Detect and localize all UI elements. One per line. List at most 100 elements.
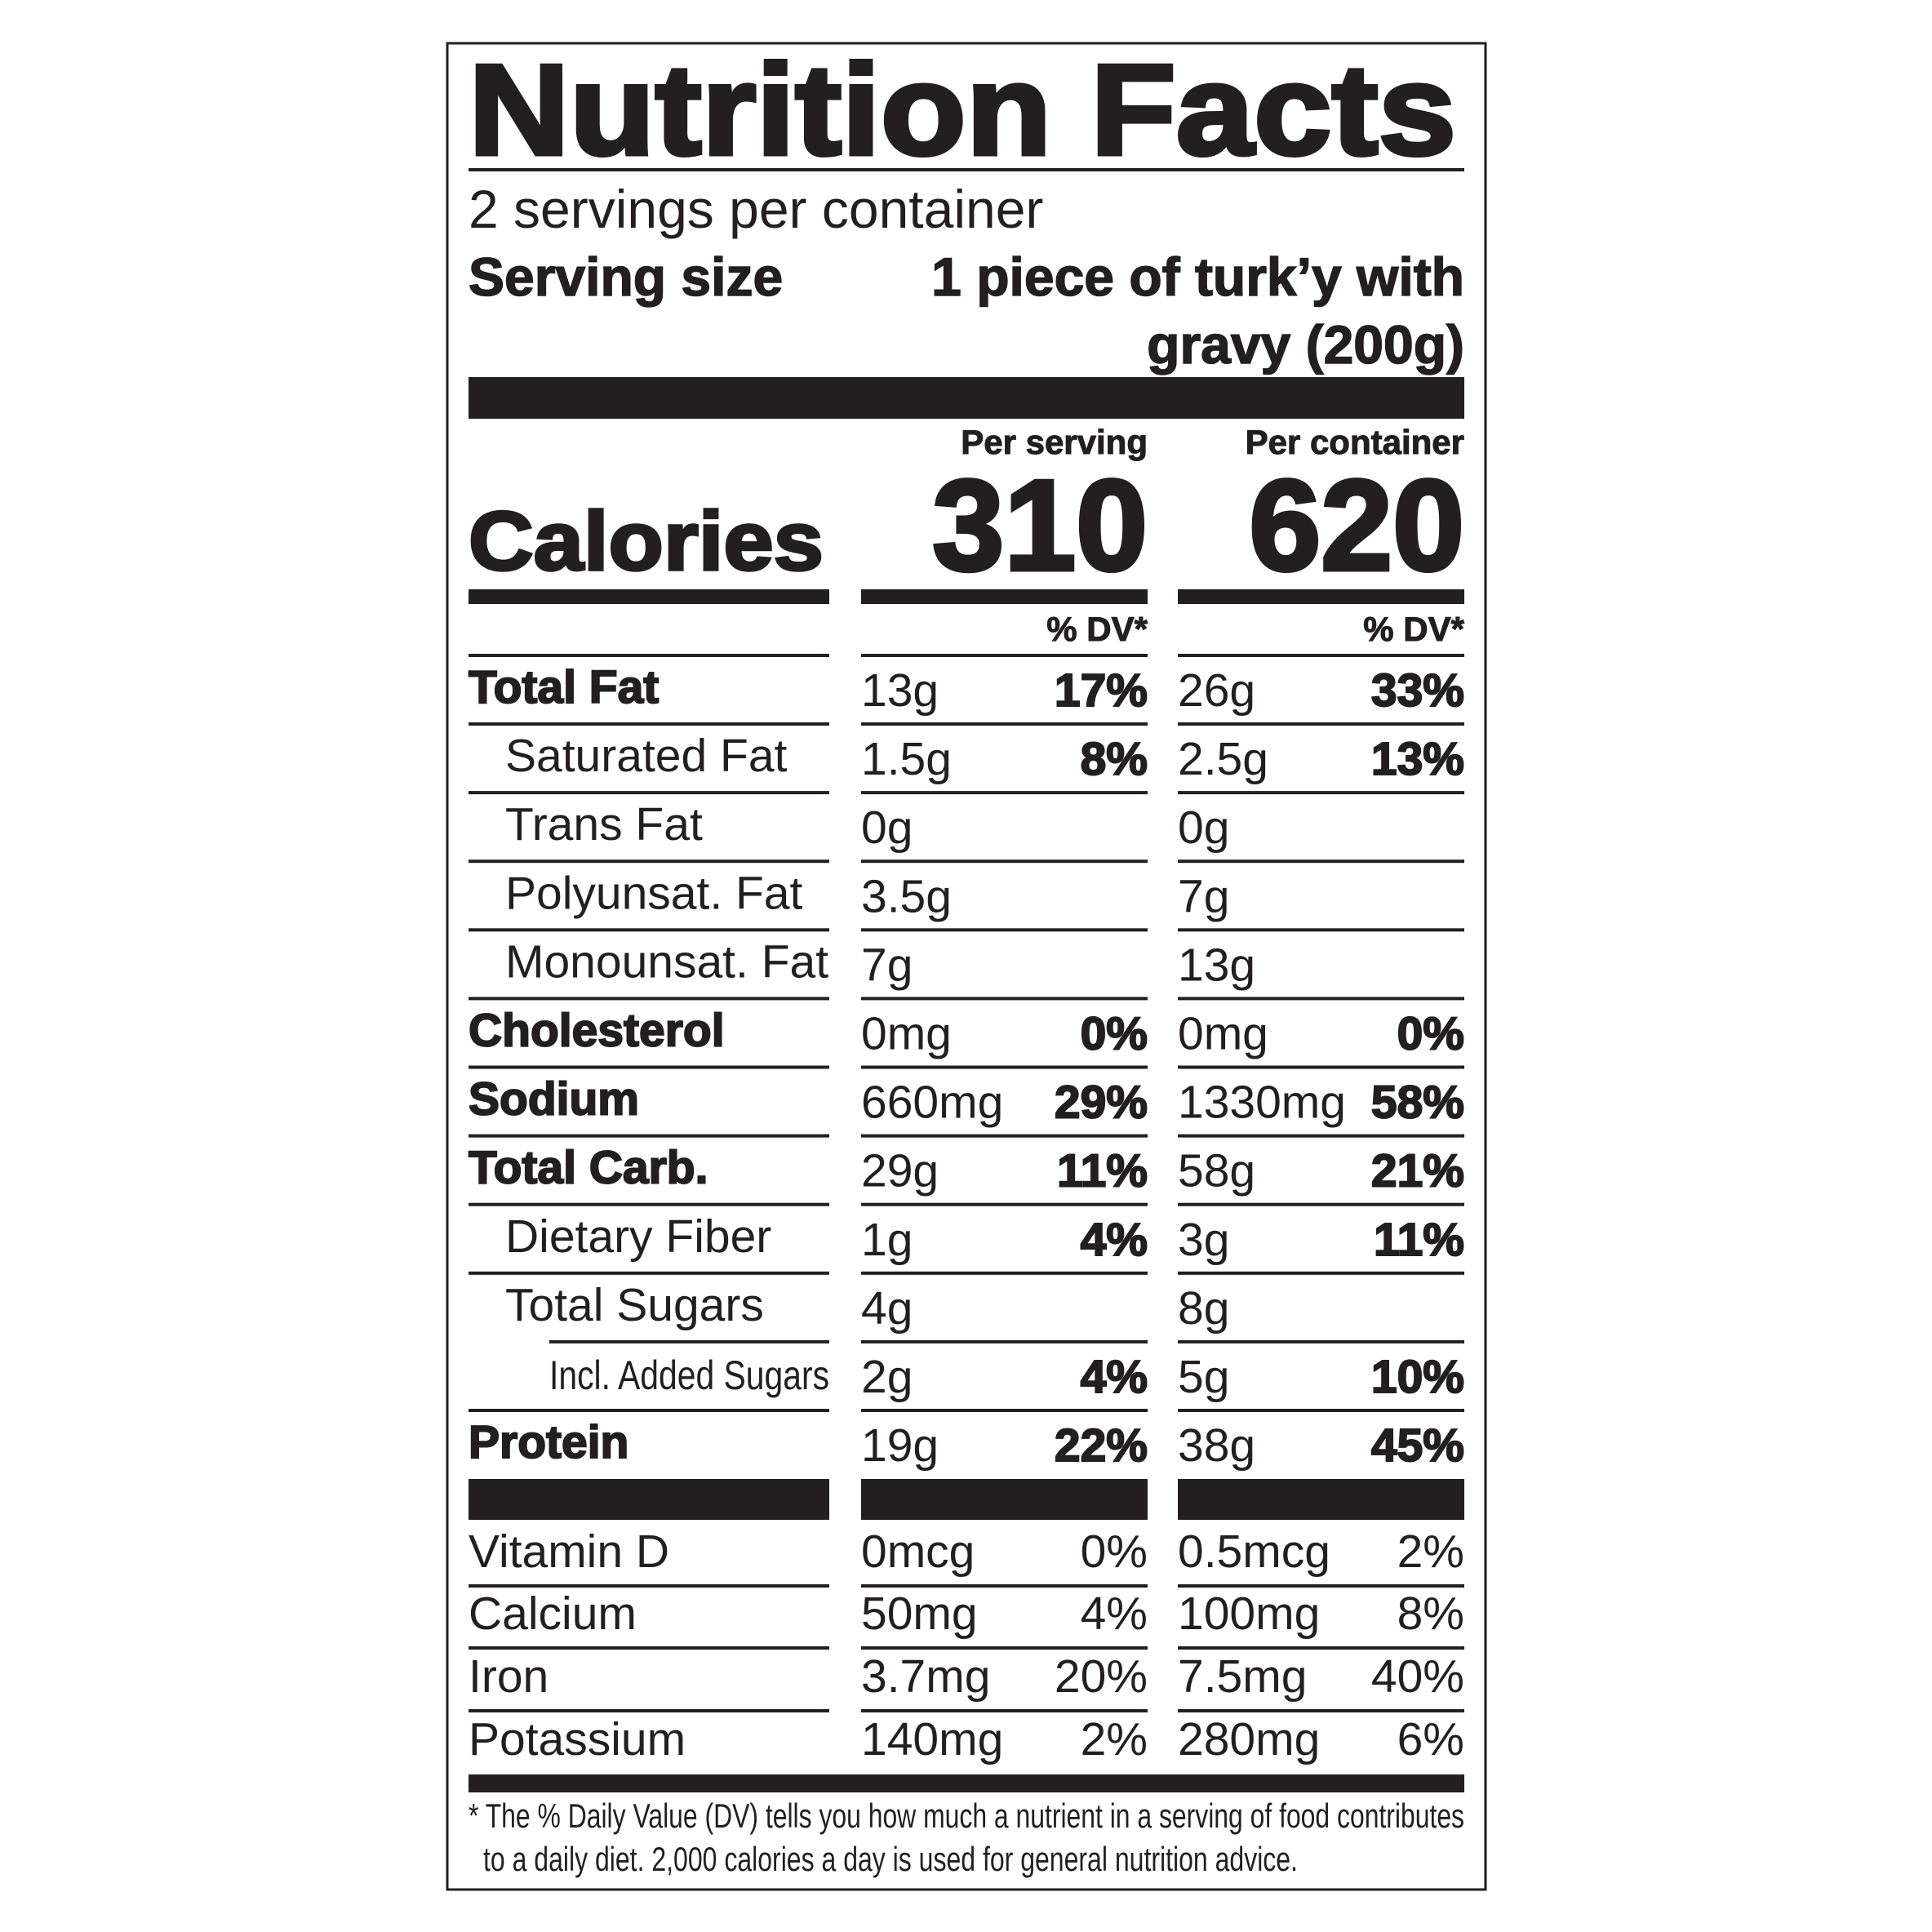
rule (1178, 654, 1464, 657)
daily-value: 8% (1081, 733, 1148, 785)
rule (861, 722, 1148, 726)
daily-value: 2% (1081, 1713, 1148, 1765)
daily-value: 21% (1371, 1145, 1464, 1197)
rule (469, 1646, 829, 1650)
rule (861, 1646, 1148, 1650)
title: Nutrition Facts (469, 38, 1456, 182)
amount: 140mg (861, 1713, 1003, 1765)
rule (1178, 1584, 1464, 1588)
calorie-bar (1178, 589, 1464, 604)
amount: 0mcg (861, 1526, 975, 1578)
thick-bar (469, 377, 1464, 419)
amount: 2.5g (1178, 733, 1268, 785)
amount: 29g (861, 1145, 939, 1197)
nutrient-name: Sodium (469, 1073, 639, 1126)
column-header: Per serving (961, 423, 1148, 461)
nutrient-name: Trans Fat (505, 798, 703, 851)
rule (861, 1584, 1148, 1588)
calories-label: Calories (469, 495, 824, 588)
daily-value: 4% (1081, 1214, 1148, 1266)
rule (861, 1409, 1148, 1412)
daily-value: 4% (1081, 1351, 1148, 1403)
footnote: to a daily diet. 2,000 calories a day is… (483, 1840, 1298, 1878)
daily-value: 20% (1055, 1650, 1148, 1703)
rule (549, 1339, 829, 1344)
rule (861, 1065, 1148, 1069)
amount: 4g (861, 1282, 913, 1335)
rule (861, 791, 1148, 795)
rule (469, 1065, 829, 1069)
amount: 3g (1178, 1214, 1229, 1266)
vitamin-name: Potassium (469, 1713, 686, 1765)
rule (1178, 997, 1464, 1001)
serving-size-value: 1 piece of turk’y with (931, 246, 1464, 307)
amount: 0g (1178, 802, 1229, 854)
rule (469, 722, 829, 726)
calories-value: 310 (932, 454, 1148, 597)
amount: 3.5g (861, 870, 952, 922)
rule (1178, 859, 1464, 864)
amount: 7g (861, 939, 913, 991)
rule (1178, 1271, 1464, 1275)
rule (1178, 1202, 1464, 1206)
calorie-bar (469, 589, 829, 604)
daily-value: 10% (1371, 1351, 1464, 1403)
thick-bar (1178, 1479, 1464, 1520)
vitamin-name: Vitamin D (469, 1526, 669, 1578)
daily-value: 2% (1397, 1526, 1464, 1578)
nutrient-name: Total Fat (469, 661, 659, 713)
daily-value: 40% (1371, 1650, 1464, 1703)
rule (861, 928, 1148, 932)
daily-value: 29% (1055, 1077, 1148, 1129)
rule (861, 1271, 1148, 1275)
rule (469, 1134, 829, 1138)
calories-value: 620 (1249, 454, 1464, 597)
amount: 0mg (861, 1008, 952, 1060)
amount: 38g (1178, 1419, 1255, 1472)
nutrient-name: Total Sugars (505, 1279, 764, 1331)
nutrient-name: Total Carb. (469, 1142, 708, 1194)
rule (1178, 722, 1464, 726)
amount: 0g (861, 802, 913, 854)
rule (861, 654, 1148, 657)
daily-value: 0% (1397, 1008, 1464, 1060)
rule (1178, 791, 1464, 795)
rule (861, 1202, 1148, 1206)
daily-value: 22% (1055, 1419, 1148, 1472)
amount: 58g (1178, 1145, 1255, 1197)
rule (861, 997, 1148, 1001)
daily-value: 13% (1371, 733, 1464, 785)
rule (1178, 1065, 1464, 1069)
daily-value: 58% (1371, 1077, 1464, 1129)
amount: 5g (1178, 1351, 1229, 1403)
daily-value: 17% (1055, 664, 1148, 717)
amount: 3.7mg (861, 1650, 990, 1703)
rule (1178, 1709, 1464, 1712)
rule (1178, 1339, 1464, 1344)
rule (861, 859, 1148, 864)
nutrient-name: Protein (469, 1416, 628, 1468)
nutrient-name: Incl. Added Sugars (549, 1352, 829, 1398)
amount: 1.5g (861, 733, 952, 785)
amount: 26g (1178, 664, 1255, 717)
thick-bar (861, 1479, 1148, 1520)
amount: 50mg (861, 1588, 978, 1640)
amount: 8g (1178, 1282, 1229, 1335)
rule (469, 997, 829, 1001)
rule (469, 1709, 829, 1712)
servings: 2 servings per container (469, 179, 1043, 239)
amount: 7g (1178, 870, 1229, 922)
dv-header: % DV* (1363, 610, 1464, 648)
amount: 7.5mg (1178, 1650, 1307, 1703)
thick-bar (469, 1479, 829, 1520)
nutrient-name: Cholesterol (469, 1005, 725, 1057)
amount: 0.5mcg (1178, 1526, 1330, 1578)
amount: 13g (1178, 939, 1255, 991)
rule (1178, 1134, 1464, 1138)
nutrient-name: Polyunsat. Fat (505, 867, 803, 919)
amount: 100mg (1178, 1588, 1320, 1640)
amount: 2g (861, 1351, 913, 1403)
rule (469, 1271, 829, 1275)
rule (861, 1134, 1148, 1138)
daily-value: 45% (1371, 1419, 1464, 1472)
